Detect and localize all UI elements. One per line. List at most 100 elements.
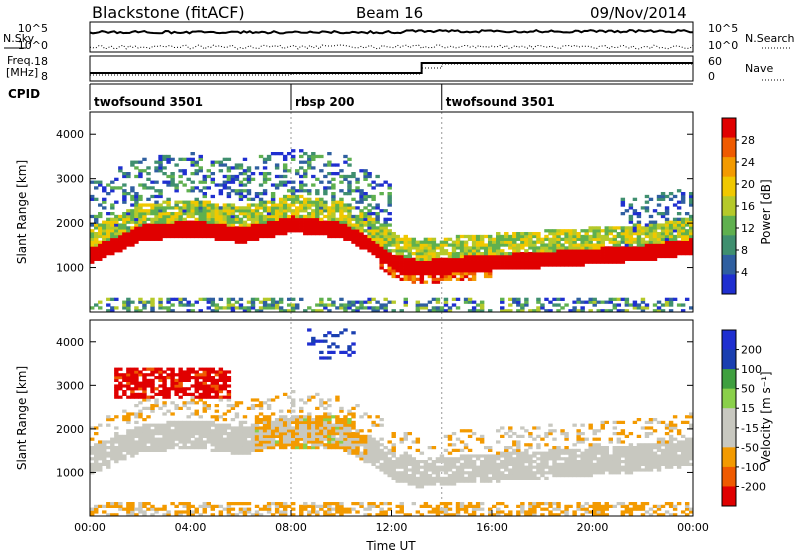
velocity-cell bbox=[516, 510, 521, 514]
power-cell bbox=[648, 257, 654, 261]
power-cell bbox=[258, 214, 264, 219]
power-cell bbox=[479, 269, 485, 273]
power-cell bbox=[122, 226, 127, 230]
power-cell bbox=[130, 160, 135, 164]
power-cell bbox=[343, 220, 348, 224]
velocity-cell bbox=[146, 373, 151, 377]
velocity-cell bbox=[130, 378, 135, 382]
power-cell bbox=[218, 169, 224, 173]
power-cell bbox=[580, 257, 585, 261]
power-cell bbox=[548, 243, 553, 247]
velocity-cell bbox=[351, 448, 356, 452]
power-cell bbox=[178, 303, 183, 307]
power-cell bbox=[403, 249, 408, 253]
y-tick-label: 1000 bbox=[56, 262, 84, 275]
power-cell bbox=[656, 300, 662, 304]
power-cell bbox=[343, 206, 348, 210]
velocity-cell bbox=[427, 474, 433, 478]
velocity-cell bbox=[624, 446, 630, 450]
power-cell bbox=[278, 232, 284, 236]
velocity-cell bbox=[258, 432, 264, 436]
velocity-cell bbox=[295, 415, 300, 419]
velocity-cell bbox=[327, 398, 332, 402]
power-cell bbox=[676, 249, 682, 253]
station-title: Blackstone (fitACF) bbox=[92, 3, 245, 22]
power-cell bbox=[278, 212, 284, 216]
power-cell bbox=[487, 243, 493, 247]
velocity-cell bbox=[379, 510, 384, 514]
power-cell bbox=[399, 246, 404, 250]
power-cell bbox=[652, 249, 658, 253]
power-cell bbox=[500, 309, 505, 313]
power-cell bbox=[403, 243, 408, 247]
velocity-cell bbox=[576, 437, 581, 441]
power-cell bbox=[347, 229, 352, 233]
power-cell bbox=[335, 220, 340, 224]
velocity-cell bbox=[114, 367, 119, 371]
power-cell bbox=[688, 252, 694, 256]
power-cell bbox=[202, 217, 207, 221]
velocity-cell bbox=[170, 381, 175, 385]
velocity-cell bbox=[508, 454, 513, 458]
power-cell bbox=[102, 246, 107, 250]
power-cell bbox=[672, 234, 678, 239]
power-cell bbox=[379, 246, 384, 250]
velocity-cell bbox=[327, 437, 332, 441]
power-cell bbox=[158, 237, 163, 241]
power-cell bbox=[286, 209, 292, 213]
power-cell bbox=[447, 257, 453, 261]
velocity-cell bbox=[616, 502, 622, 506]
velocity-cell bbox=[114, 415, 119, 419]
velocity-cell bbox=[162, 384, 167, 388]
velocity-cell bbox=[331, 432, 336, 436]
velocity-cell bbox=[126, 437, 131, 441]
power-cell bbox=[612, 229, 618, 233]
power-cell bbox=[568, 237, 573, 241]
power-cell bbox=[307, 220, 312, 224]
power-cell bbox=[636, 229, 642, 233]
power-cell bbox=[355, 186, 360, 190]
velocity-cell bbox=[138, 395, 143, 399]
power-cell bbox=[230, 212, 236, 216]
velocity-cell bbox=[395, 510, 400, 514]
power-cell bbox=[439, 277, 445, 281]
velocity-cell bbox=[198, 434, 203, 438]
power-cell bbox=[170, 217, 175, 221]
nsearch-line bbox=[89, 44, 694, 50]
velocity-cell bbox=[206, 373, 211, 377]
velocity-cell bbox=[286, 420, 292, 424]
velocity-cell bbox=[347, 348, 352, 352]
power-cell bbox=[459, 246, 465, 250]
velocity-cell bbox=[142, 392, 147, 396]
velocity-cell bbox=[323, 446, 328, 450]
power-cell bbox=[508, 297, 513, 301]
power-cell bbox=[202, 200, 207, 204]
velocity-cell bbox=[254, 432, 260, 436]
power-cell bbox=[367, 249, 372, 253]
velocity-cell bbox=[178, 513, 183, 517]
power-cell bbox=[114, 200, 119, 204]
velocity-cell bbox=[142, 434, 147, 438]
velocity-cell bbox=[295, 434, 300, 438]
power-cell bbox=[383, 243, 388, 247]
power-cell bbox=[427, 254, 433, 259]
power-cell bbox=[182, 200, 187, 204]
power-cell bbox=[98, 203, 103, 207]
velocity-cell bbox=[608, 460, 613, 464]
velocity-cell bbox=[572, 443, 577, 447]
power-cell bbox=[604, 309, 609, 313]
power-cell bbox=[254, 166, 260, 170]
power-cell bbox=[162, 217, 167, 221]
velocity-cell bbox=[383, 446, 388, 450]
power-cell bbox=[363, 306, 368, 310]
power-cell bbox=[295, 223, 300, 227]
power-cell bbox=[122, 300, 127, 304]
power-cell bbox=[363, 192, 368, 196]
power-cell bbox=[190, 189, 195, 193]
power-cell bbox=[644, 206, 650, 210]
power-cell bbox=[375, 212, 380, 216]
velocity-cell bbox=[319, 350, 324, 354]
power-cell bbox=[588, 237, 593, 241]
power-cell bbox=[379, 232, 384, 236]
power-cell bbox=[548, 252, 553, 256]
